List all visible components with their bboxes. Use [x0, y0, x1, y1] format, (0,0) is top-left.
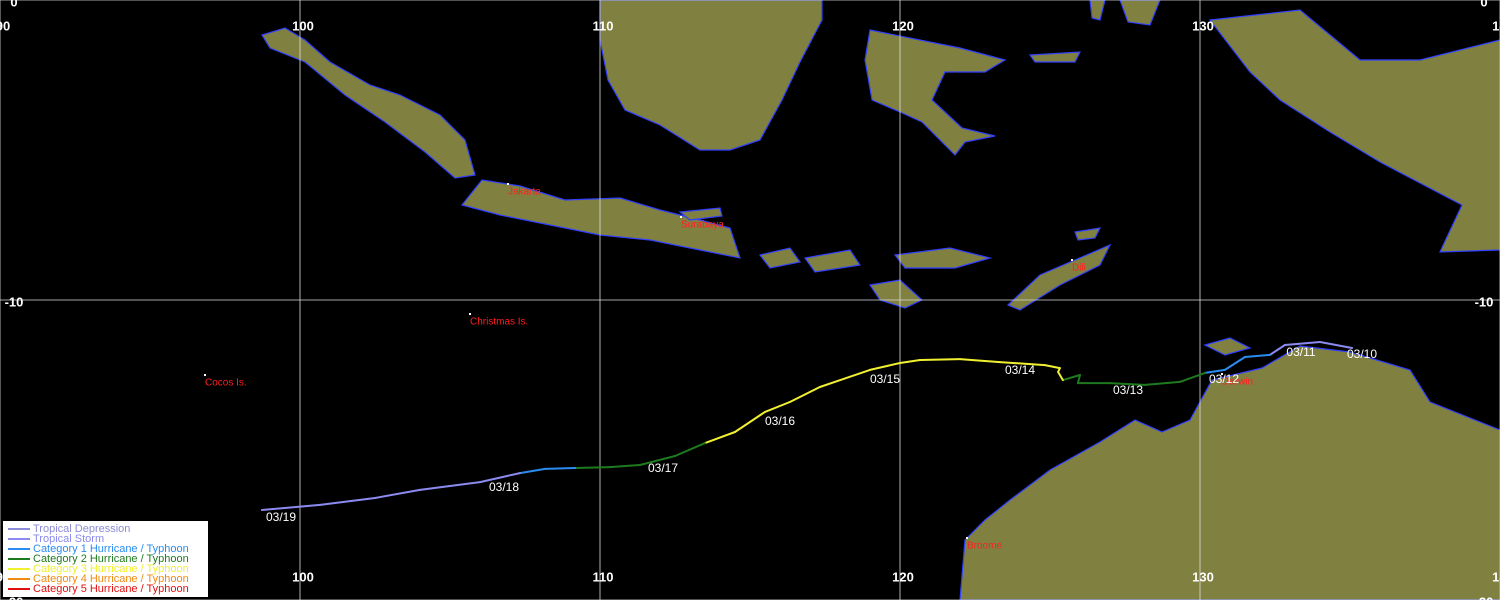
city-marker — [966, 537, 968, 539]
city-label: Dili — [1072, 263, 1086, 274]
track-segment — [1268, 344, 1286, 356]
track-segment — [1283, 341, 1321, 346]
track-segment — [1061, 374, 1081, 382]
city-label: Cocos Is. — [205, 378, 247, 389]
lon-label: 120 — [892, 569, 914, 584]
legend-label: Tropical Depression — [33, 523, 130, 535]
city-marker — [1071, 259, 1073, 261]
city-label: Broome — [967, 541, 1002, 552]
city-label: Surabaya — [681, 220, 724, 231]
date-label: 03/19 — [266, 510, 296, 524]
track-segment — [574, 466, 611, 469]
track-segment — [899, 359, 922, 364]
lat-label: 0 — [1480, 0, 1487, 9]
lat-label: -20 — [5, 594, 24, 600]
track-segment — [1144, 380, 1181, 386]
lon-label: 110 — [593, 18, 614, 33]
date-label: 03/15 — [870, 372, 900, 386]
city-marker — [1221, 373, 1223, 375]
track-segment — [704, 431, 736, 445]
track-segment — [1244, 353, 1271, 358]
date-label: 03/12 — [1209, 372, 1239, 386]
track-segment — [479, 472, 521, 484]
lat-label: -20 — [1475, 594, 1494, 600]
legend-label: Tropical Storm — [33, 533, 104, 545]
track-segment — [674, 442, 706, 457]
legend-label: Category 2 Hurricane / Typhoon — [33, 553, 189, 565]
legend-box — [3, 521, 208, 597]
track-segment — [959, 358, 1001, 364]
lon-label: 120 — [892, 18, 914, 33]
track-segment — [1319, 341, 1354, 349]
lon-label: 110 — [593, 569, 614, 584]
track-segment — [260, 503, 322, 511]
track-segment — [1178, 371, 1207, 383]
track-segment — [919, 358, 961, 361]
track-segment — [1204, 368, 1226, 374]
track-segment — [1223, 356, 1246, 371]
track-segment — [764, 401, 791, 413]
track-segment — [374, 488, 421, 499]
lon-label: 100 — [292, 569, 314, 584]
city-marker — [507, 183, 509, 185]
track-segment — [818, 368, 871, 388]
track-segment — [788, 386, 821, 403]
legend-label: Category 5 Hurricane / Typhoon — [33, 583, 189, 595]
date-label: 03/18 — [489, 480, 519, 494]
legend-label: Category 4 Hurricane / Typhoon — [33, 573, 189, 585]
lon-label: 100 — [292, 18, 314, 33]
legend-label: Category 3 Hurricane / Typhoon — [33, 563, 189, 575]
date-label: 03/10 — [1347, 347, 1377, 361]
track-segment — [1076, 374, 1081, 385]
track-segment — [869, 362, 901, 371]
lat-label: 0 — [10, 0, 17, 9]
lon-label: 130 — [1192, 18, 1214, 33]
track-segment — [1043, 364, 1061, 370]
lon-label: 140 — [1492, 18, 1500, 33]
lat-label: -10 — [5, 294, 24, 309]
lat-label: -10 — [1475, 294, 1494, 309]
track-segment — [1109, 382, 1147, 386]
city-marker — [204, 374, 206, 376]
date-label: 03/17 — [648, 461, 678, 475]
track-segment — [319, 497, 376, 506]
track-segment — [1057, 371, 1064, 382]
lon-label: 130 — [1192, 569, 1214, 584]
track-segment — [638, 455, 676, 466]
city-marker — [680, 216, 682, 218]
track-segment — [419, 481, 481, 491]
city-label: Jakarta — [508, 187, 541, 198]
city-label: Darwin — [1222, 377, 1253, 388]
date-label: 03/16 — [765, 414, 795, 428]
lon-label: 140 — [1492, 569, 1500, 584]
date-label: 03/14 — [1005, 363, 1035, 377]
track-segment — [998, 361, 1046, 367]
date-label: 03/11 — [1286, 345, 1315, 359]
city-marker — [469, 313, 471, 315]
track-segment — [518, 467, 547, 475]
track-segment — [544, 467, 577, 470]
lon-label: 90 — [0, 18, 10, 33]
city-label: Christmas Is. — [470, 317, 528, 328]
date-label: 03/13 — [1113, 383, 1143, 397]
track-segment — [608, 464, 641, 469]
legend-label: Category 1 Hurricane / Typhoon — [33, 543, 189, 555]
track-segment — [734, 410, 766, 433]
